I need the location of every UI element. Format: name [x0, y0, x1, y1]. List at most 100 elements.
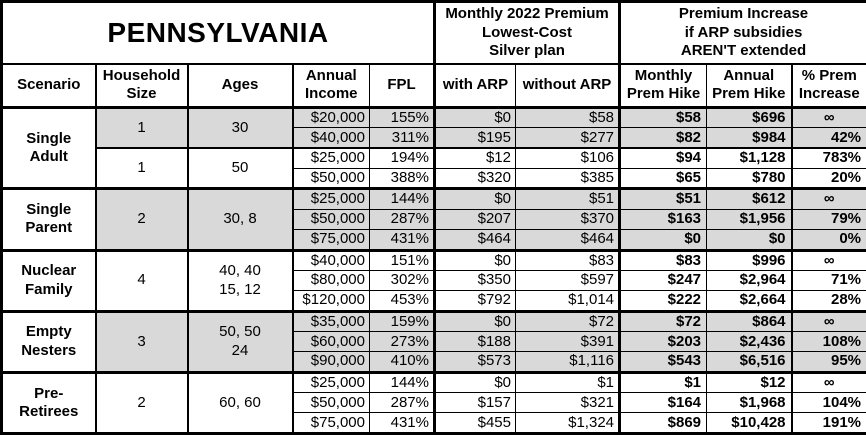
fpl-cell: 144%	[369, 370, 435, 394]
income-cell: $50,000	[291, 208, 370, 231]
with-arp-cell: $573	[433, 351, 516, 373]
annual-hike-cell: $6,516	[706, 351, 793, 373]
scenario-cell: Single Parent	[1, 187, 96, 251]
with-arp-cell: $188	[433, 331, 516, 353]
annual-hike-cell: $1,128	[706, 147, 793, 169]
fpl-cell: 431%	[369, 229, 435, 251]
household-size-cell: 3	[94, 309, 188, 373]
with-arp-cell: $0	[433, 105, 516, 129]
table-row: $50,000 388% $320 $385 $65 $780 20%	[2, 167, 866, 190]
household-size-cell: 2	[94, 187, 188, 251]
with-arp-cell: $0	[433, 248, 516, 271]
monthly-hike-cell: $869	[618, 412, 708, 434]
income-cell: $25,000	[291, 370, 370, 394]
fpl-cell: 453%	[369, 290, 435, 312]
without-arp-cell: $370	[514, 208, 621, 231]
income-cell: $75,000	[291, 229, 370, 251]
pct-increase-cell: ∞	[790, 248, 866, 271]
pct-increase-cell: 42%	[790, 127, 866, 149]
ages-cell: 50, 50 24	[186, 309, 293, 373]
pct-increase-cell: 95%	[790, 351, 866, 373]
annual-hike-cell: $864	[706, 309, 793, 333]
without-arp-cell: $1	[514, 370, 621, 394]
monthly-hike-cell: $51	[618, 187, 708, 210]
table-row: $90,000 410% $573 $1,116 $543 $6,516 95%	[2, 351, 866, 373]
without-arp-cell: $72	[514, 309, 621, 333]
without-arp-cell: $277	[514, 127, 621, 149]
monthly-hike-cell: $1	[618, 370, 708, 394]
pct-increase-cell: 191%	[790, 412, 866, 434]
col-header-annual-prem-hike: Annual Prem Hike	[706, 63, 793, 109]
table-title: PENNSYLVANIA	[1, 1, 435, 65]
table-row: Single Parent 2 30, 8 $25,000 144% $0 $5…	[1, 187, 866, 251]
col-header-ages: Ages	[186, 63, 293, 109]
without-arp-cell: $1,324	[514, 412, 621, 434]
fpl-cell: 311%	[369, 127, 435, 149]
pct-increase-cell: 79%	[790, 208, 866, 231]
with-arp-cell: $0	[433, 187, 516, 210]
monthly-hike-cell: $65	[618, 167, 708, 190]
pct-increase-cell: ∞	[790, 370, 866, 394]
income-cell: $35,000	[291, 309, 370, 333]
income-cell: $20,000	[291, 105, 370, 129]
monthly-hike-cell: $0	[618, 229, 708, 251]
annual-hike-cell: $12	[706, 370, 793, 394]
monthly-hike-cell: $94	[618, 147, 708, 169]
pct-increase-cell: 71%	[790, 269, 866, 292]
col-header-pct-prem-increase: % Prem Increase	[790, 63, 866, 109]
annual-hike-cell: $1,968	[706, 392, 793, 414]
income-cell: $50,000	[291, 167, 370, 190]
income-cell: $40,000	[291, 127, 370, 149]
without-arp-cell: $464	[514, 229, 621, 251]
col-header-without-arp: without ARP	[514, 63, 621, 109]
fpl-cell: 151%	[369, 248, 435, 271]
pct-increase-cell: ∞	[790, 187, 866, 210]
without-arp-cell: $1,014	[514, 290, 621, 312]
with-arp-cell: $464	[433, 229, 516, 251]
fpl-cell: 431%	[369, 412, 435, 434]
monthly-hike-cell: $164	[618, 392, 708, 414]
scenario-cell: Single Adult	[1, 105, 96, 190]
household-size-cell: 4	[94, 248, 188, 312]
income-cell: $50,000	[291, 392, 370, 414]
income-cell: $60,000	[291, 331, 370, 353]
household-size-cell: 1	[94, 106, 188, 149]
annual-hike-cell: $780	[706, 167, 793, 190]
without-arp-cell: $391	[514, 331, 621, 353]
pct-increase-cell: 104%	[790, 392, 866, 414]
ages-cell: 50	[186, 147, 293, 190]
with-arp-cell: $792	[433, 290, 516, 312]
fpl-cell: 144%	[369, 187, 435, 210]
col-header-annual-income: Annual Income	[291, 63, 370, 109]
with-arp-cell: $0	[433, 370, 516, 394]
ages-cell: 60, 60	[186, 370, 293, 435]
with-arp-cell: $0	[433, 309, 516, 333]
fpl-cell: 302%	[369, 269, 435, 292]
annual-hike-cell: $2,436	[706, 331, 793, 353]
monthly-hike-cell: $163	[618, 208, 708, 231]
scenario-cell: Empty Nesters	[1, 309, 96, 373]
annual-hike-cell: $1,956	[706, 208, 793, 231]
monthly-hike-cell: $58	[618, 105, 708, 129]
with-arp-cell: $195	[433, 127, 516, 149]
annual-hike-cell: $2,664	[706, 290, 793, 312]
fpl-cell: 410%	[369, 351, 435, 373]
without-arp-cell: $597	[514, 269, 621, 292]
monthly-hike-cell: $543	[618, 351, 708, 373]
table-row: $75,000 431% $464 $464 $0 $0 0%	[2, 229, 866, 251]
with-arp-cell: $157	[433, 392, 516, 414]
monthly-hike-cell: $247	[618, 269, 708, 292]
income-cell: $75,000	[291, 412, 370, 434]
without-arp-cell: $321	[514, 392, 621, 414]
table-row: $40,000 311% $195 $277 $82 $984 42%	[2, 127, 866, 149]
col-header-fpl: FPL	[369, 63, 435, 109]
household-size-cell: 2	[94, 370, 188, 435]
income-cell: $25,000	[291, 187, 370, 210]
pct-increase-cell: 0%	[790, 229, 866, 251]
col-header-with-arp: with ARP	[433, 63, 516, 109]
table-row: Pre- Retirees 2 60, 60 $25,000 144% $0 $…	[1, 370, 866, 435]
without-arp-cell: $1,116	[514, 351, 621, 373]
pct-increase-cell: ∞	[790, 309, 866, 333]
table-row: $80,000 302% $350 $597 $247 $2,964 71%	[2, 269, 866, 292]
monthly-hike-cell: $83	[618, 248, 708, 271]
